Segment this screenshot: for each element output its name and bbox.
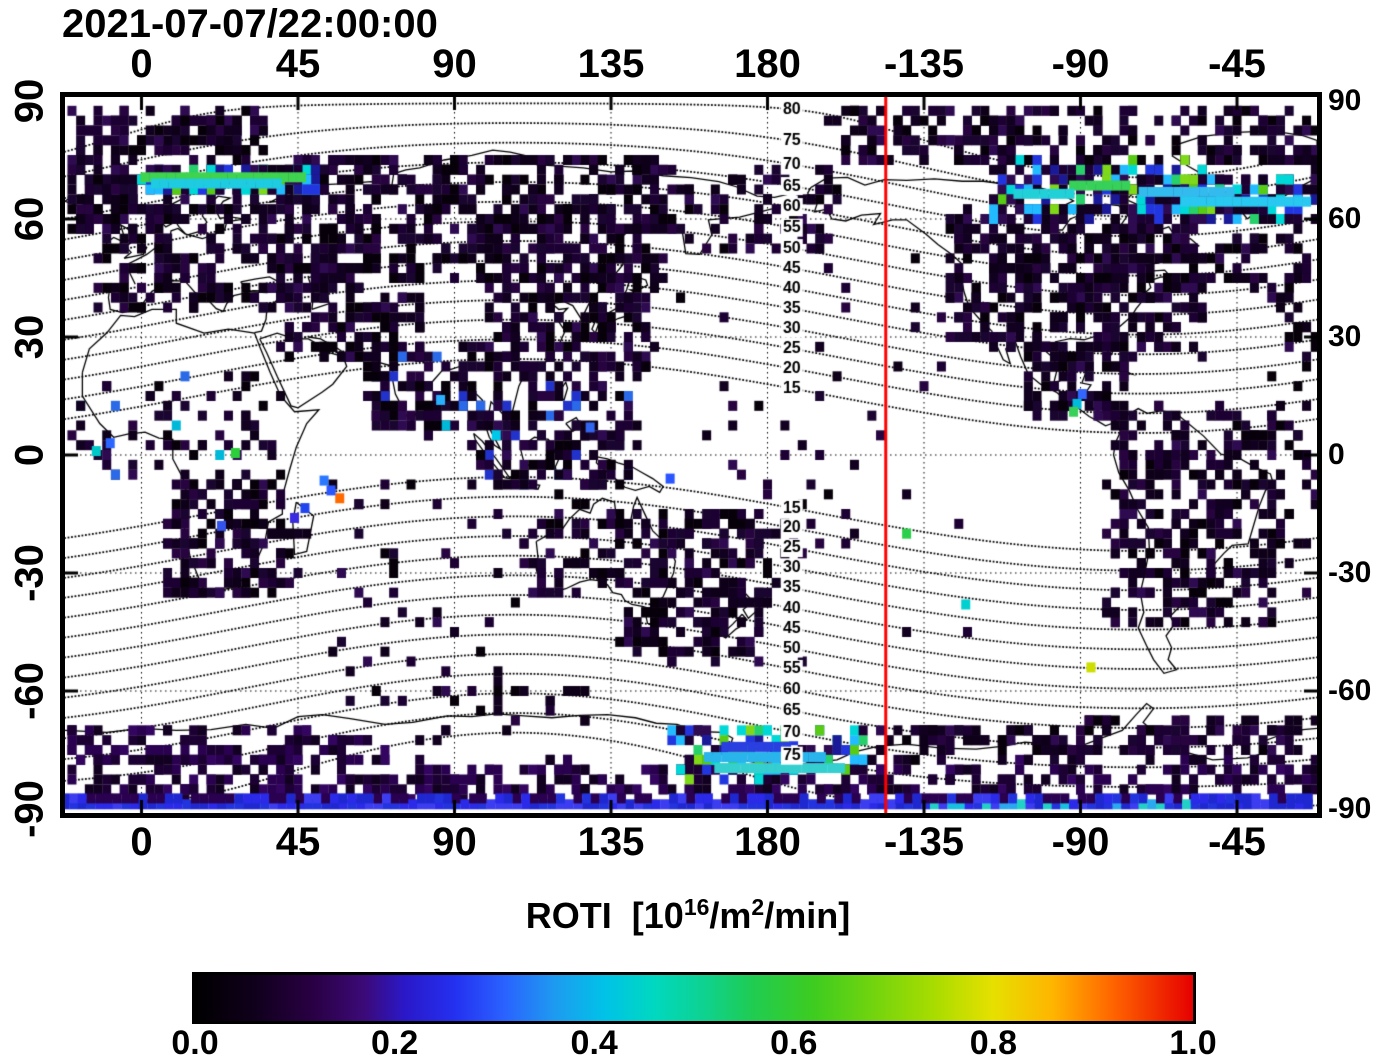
lat-tick-label-left: -30 bbox=[7, 544, 52, 602]
lon-tick-label-top: 45 bbox=[275, 42, 321, 86]
colorbar-title-exponent2: 2 bbox=[751, 894, 765, 920]
lat-tick-label-right: -30 bbox=[1328, 556, 1372, 589]
lon-tick-label-bottom: 45 bbox=[275, 820, 321, 864]
lat-tick-label-right: 0 bbox=[1328, 438, 1345, 471]
colorbar-title-suffix: /min] bbox=[764, 895, 851, 936]
lat-tick-label-left: -90 bbox=[7, 780, 52, 838]
timestamp-title: 2021-07-07/22:00:00 bbox=[62, 2, 438, 46]
lat-tick-label-right: 60 bbox=[1328, 202, 1362, 235]
lat-tick-label-left: 90 bbox=[7, 78, 52, 124]
colorbar-tick-label: 0.8 bbox=[969, 1024, 1018, 1062]
colorbar-tick-label: 0.6 bbox=[770, 1024, 818, 1062]
colorbar-gradient bbox=[192, 972, 1196, 1024]
lon-tick-label-bottom: 0 bbox=[130, 820, 153, 864]
lon-tick-label-top: -90 bbox=[1051, 42, 1110, 86]
lat-tick-label-right: 90 bbox=[1328, 84, 1362, 117]
lat-tick-label-right: -90 bbox=[1328, 792, 1372, 825]
lon-tick-label-bottom: -90 bbox=[1051, 820, 1110, 864]
lon-tick-label-bottom: 135 bbox=[577, 820, 645, 864]
lon-tick-label-top: -135 bbox=[883, 42, 965, 86]
colorbar-tick-label: 0.4 bbox=[570, 1024, 618, 1062]
lat-tick-label-left: 0 bbox=[7, 443, 52, 467]
lon-tick-label-top: -45 bbox=[1208, 42, 1266, 86]
lon-tick-label-top: 90 bbox=[432, 42, 477, 86]
colorbar-title-mid: /m bbox=[709, 895, 752, 936]
map-plot-frame bbox=[60, 92, 1322, 818]
colorbar-tick-label: 0.0 bbox=[171, 1024, 219, 1062]
lon-tick-label-bottom: -135 bbox=[883, 820, 965, 864]
colorbar-title-prefix: ROTI [10 bbox=[525, 895, 684, 936]
lon-tick-label-top: 180 bbox=[734, 42, 801, 86]
lat-tick-label-left: 30 bbox=[7, 314, 52, 360]
colorbar-tick-label: 1.0 bbox=[1169, 1024, 1217, 1062]
colorbar-title: ROTI [1016/m2/min] bbox=[0, 894, 1376, 937]
lat-tick-label-right: 30 bbox=[1328, 320, 1362, 353]
lon-tick-label-bottom: 90 bbox=[432, 820, 477, 864]
lon-tick-label-bottom: -45 bbox=[1208, 820, 1266, 864]
lat-tick-label-left: 60 bbox=[7, 196, 52, 242]
lat-tick-label-right: -60 bbox=[1328, 674, 1372, 707]
lon-tick-label-top: 135 bbox=[577, 42, 645, 86]
lon-tick-label-bottom: 180 bbox=[734, 820, 801, 864]
lat-tick-label-left: -60 bbox=[7, 662, 52, 720]
world-map-canvas bbox=[65, 97, 1317, 813]
lon-tick-label-top: 0 bbox=[130, 42, 153, 86]
colorbar-tick-label: 0.2 bbox=[370, 1024, 419, 1062]
colorbar-title-exponent: 16 bbox=[683, 894, 710, 920]
